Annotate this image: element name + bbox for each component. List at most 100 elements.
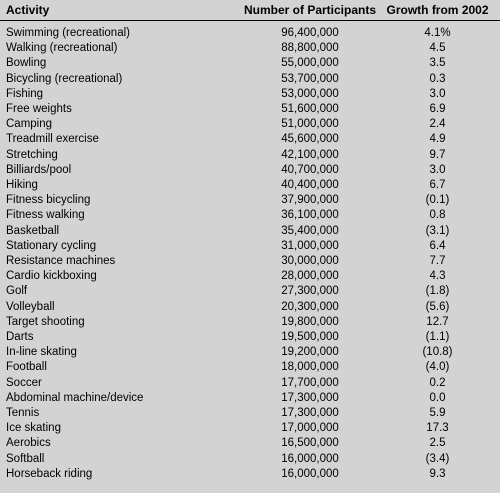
growth-cell: 0.2: [429, 376, 446, 389]
activity-cell: Volleyball: [6, 300, 55, 313]
activity-cell: Walking (recreational): [6, 42, 118, 55]
activity-cell: Cardio kickboxing: [6, 270, 97, 283]
table-row: Fitness bicycling 37,900,000 (0.1): [0, 193, 500, 208]
activity-cell: Bowling: [6, 57, 47, 70]
participants-cell: 53,000,000: [281, 87, 339, 100]
growth-cell: 2.5: [429, 437, 446, 450]
participants-cell: 28,000,000: [281, 270, 339, 283]
activity-cell: Swimming (recreational): [6, 27, 130, 39]
participants-cell: 40,400,000: [281, 179, 339, 192]
table-row: Hiking 40,400,000 6.7: [0, 178, 500, 193]
activity-cell: Golf: [6, 285, 28, 298]
participants-cell: 53,700,000: [281, 72, 339, 85]
activity-cell: In-line skating: [6, 346, 77, 359]
activity-cell: Fitness bicycling: [6, 194, 91, 207]
participants-cell: 42,100,000: [281, 148, 339, 161]
table-row: Free weights 51,600,000 6.9: [0, 102, 500, 117]
participants-cell: 40,700,000: [281, 163, 339, 176]
growth-cell: 4.1%: [424, 27, 451, 39]
activity-cell: Abdominal machine/device: [6, 391, 144, 404]
table-row: Stationary cycling 31,000,000 6.4: [0, 239, 500, 254]
table-row: Darts 19,500,000 (1.1): [0, 330, 500, 345]
header-row: Activity Number of Participants Growth f…: [0, 0, 500, 21]
participants-cell: 16,000,000: [281, 452, 339, 465]
header-activity: Activity: [0, 0, 205, 21]
table-row: Basketball 35,400,000 (3.1): [0, 224, 500, 239]
growth-cell: (3.1): [425, 224, 450, 237]
activity-cell: Bicycling (recreational): [6, 72, 123, 85]
table-row: Golf 27,300,000 (1.8): [0, 284, 500, 299]
growth-cell: 9.3: [429, 467, 446, 480]
activity-cell: Resistance machines: [6, 255, 116, 268]
growth-cell: 7.7: [429, 255, 446, 268]
growth-cell: 4.5: [429, 42, 446, 55]
table-row: Target shooting 19,800,000 12.7: [0, 315, 500, 330]
activity-cell: Softball: [6, 452, 45, 465]
growth-cell: 17.3: [426, 422, 449, 435]
growth-cell: (10.8): [422, 346, 453, 359]
header-participants: Number of Participants: [205, 0, 385, 21]
table-row: Treadmill exercise 45,600,000 4.9: [0, 132, 500, 147]
growth-cell: 3.5: [429, 57, 446, 70]
activity-cell: Stationary cycling: [6, 239, 97, 252]
growth-cell: 4.3: [429, 270, 446, 283]
participants-cell: 51,600,000: [281, 103, 339, 116]
table-row: Abdominal machine/device 17,300,000 0.0: [0, 391, 500, 406]
growth-cell: 2.4: [429, 118, 446, 131]
table-row: Stretching 42,100,000 9.7: [0, 148, 500, 163]
table-row: Billiards/pool 40,700,000 3.0: [0, 163, 500, 178]
table-header: Activity Number of Participants Growth f…: [0, 0, 500, 21]
participants-cell: 55,000,000: [281, 57, 339, 70]
activity-cell: Darts: [6, 331, 34, 344]
table-row: Soccer 17,700,000 0.2: [0, 376, 500, 391]
activity-cell: Football: [6, 361, 47, 374]
activity-cell: Treadmill exercise: [6, 133, 99, 146]
participants-cell: 19,500,000: [281, 331, 339, 344]
table-row: Cardio kickboxing 28,000,000 4.3: [0, 269, 500, 284]
growth-cell: 12.7: [426, 315, 449, 328]
table-row: Bicycling (recreational) 53,700,000 0.3: [0, 72, 500, 87]
table-row: Volleyball 20,300,000 (5.6): [0, 300, 500, 315]
table-body: Swimming (recreational) 96,400,000 4.1% Wal…: [0, 21, 500, 483]
table-row: Fitness walking 36,100,000 0.8: [0, 208, 500, 223]
table-row: Camping 51,000,000 2.4: [0, 117, 500, 132]
table-row: Aerobics 16,500,000 2.5: [0, 436, 500, 451]
table-row: In-line skating 19,200,000 (10.8): [0, 345, 500, 360]
table-row: Fishing 53,000,000 3.0: [0, 87, 500, 102]
growth-cell: (3.4): [425, 452, 450, 465]
growth-cell: 9.7: [429, 148, 446, 161]
data-table: Activity Number of Participants Growth f…: [0, 0, 500, 483]
table-row: Football 18,000,000 (4.0): [0, 360, 500, 375]
growth-cell: 3.0: [429, 87, 446, 100]
activity-cell: Target shooting: [6, 315, 85, 328]
participants-cell: 30,000,000: [281, 255, 339, 268]
growth-cell: 0.0: [429, 391, 446, 404]
activity-cell: Aerobics: [6, 437, 51, 450]
activity-cell: Fishing: [6, 87, 44, 100]
activity-cell: Fitness walking: [6, 209, 85, 222]
activity-cell: Ice skating: [6, 422, 61, 435]
participants-cell: 18,000,000: [281, 361, 339, 374]
activity-cell: Free weights: [6, 103, 72, 116]
activity-cell: Soccer: [6, 376, 42, 389]
table-row: Horseback riding 16,000,000 9.3: [0, 467, 500, 482]
activity-cell: Billiards/pool: [6, 163, 72, 176]
participants-cell: 17,000,000: [281, 422, 339, 435]
participants-cell: 31,000,000: [281, 239, 339, 252]
growth-cell: 0.3: [429, 72, 446, 85]
header-growth: Growth from 2002: [385, 0, 500, 21]
activity-cell: Stretching: [6, 148, 58, 161]
participants-cell: 88,800,000: [281, 42, 339, 55]
growth-cell: (4.0): [425, 361, 450, 374]
activity-cell: Basketball: [6, 224, 60, 237]
growth-cell: 6.9: [429, 103, 446, 116]
participants-cell: 20,300,000: [281, 300, 339, 313]
growth-cell: 0.8: [429, 209, 446, 222]
table-row: Ice skating 17,000,000 17.3: [0, 421, 500, 436]
participants-cell: 17,300,000: [281, 391, 339, 404]
participants-cell: 36,100,000: [281, 209, 339, 222]
participants-cell: 51,000,000: [281, 118, 339, 131]
participants-cell: 17,300,000: [281, 407, 339, 420]
growth-cell: (0.1): [425, 194, 450, 207]
